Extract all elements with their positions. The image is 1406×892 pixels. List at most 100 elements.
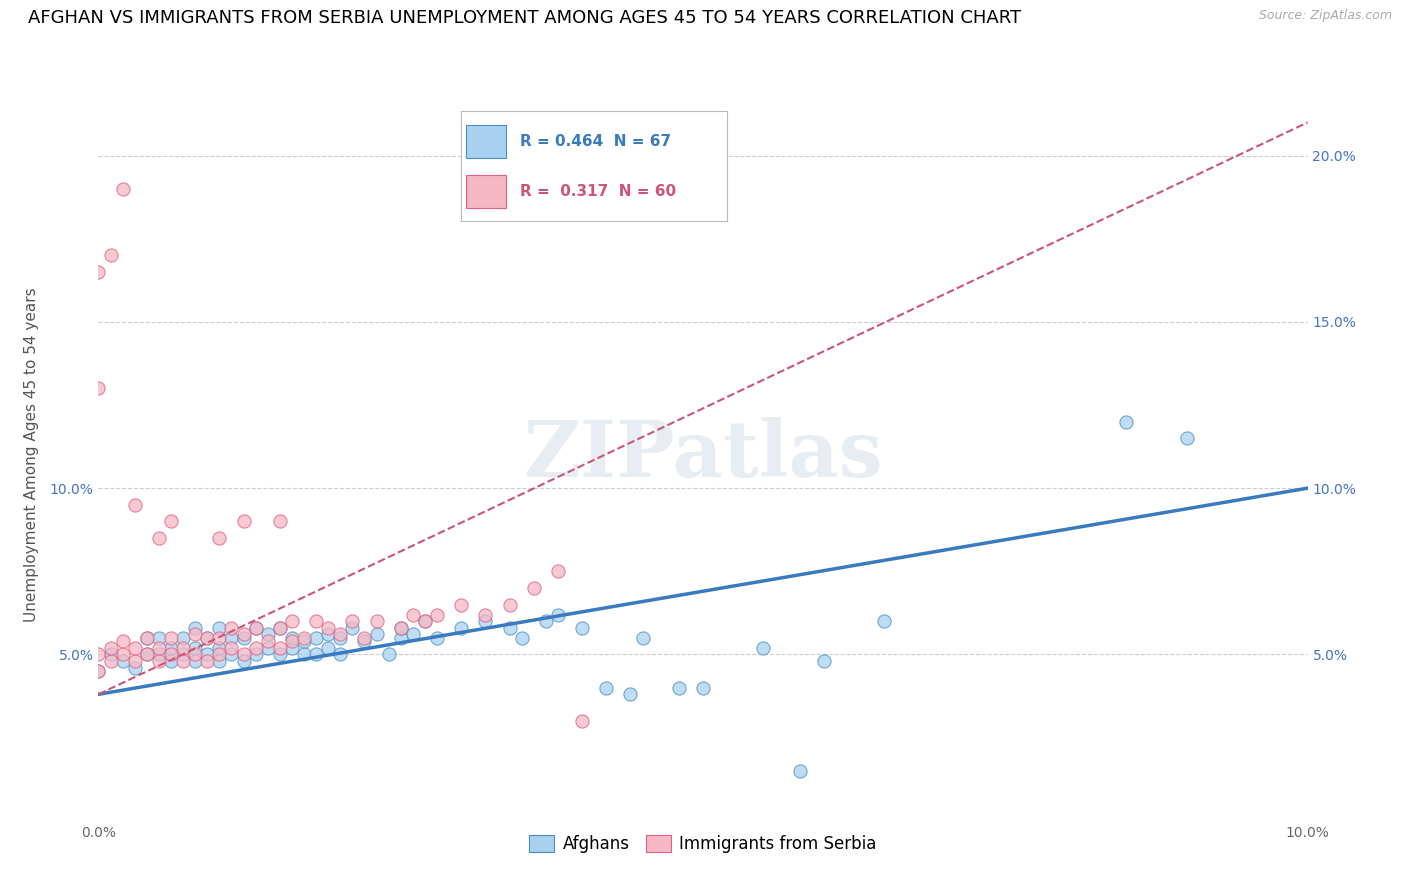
Point: [281, 631, 304, 645]
Point: [184, 627, 207, 641]
Point: [87, 648, 110, 662]
Point: [292, 631, 315, 645]
Point: [232, 627, 254, 641]
Point: [148, 640, 170, 655]
Point: [111, 654, 134, 668]
Point: [135, 631, 157, 645]
Point: [232, 654, 254, 668]
Point: [184, 640, 207, 655]
Point: [160, 631, 183, 645]
Point: [316, 627, 339, 641]
Point: [100, 248, 122, 262]
Y-axis label: Unemployment Among Ages 45 to 54 years: Unemployment Among Ages 45 to 54 years: [24, 287, 38, 623]
Point: [256, 627, 278, 641]
Point: [160, 654, 183, 668]
Point: [342, 621, 364, 635]
Point: [208, 648, 231, 662]
Point: [184, 654, 207, 668]
Point: [413, 614, 436, 628]
Point: [172, 654, 194, 668]
Point: [124, 654, 146, 668]
Point: [245, 640, 267, 655]
Point: [353, 631, 375, 645]
Point: [619, 687, 641, 701]
Point: [329, 631, 352, 645]
Point: [195, 654, 218, 668]
Point: [329, 627, 352, 641]
Point: [366, 614, 388, 628]
Point: [269, 640, 291, 655]
Point: [305, 648, 328, 662]
Point: [547, 564, 569, 578]
Point: [571, 714, 593, 728]
Point: [752, 640, 775, 655]
Point: [316, 640, 339, 655]
Point: [389, 631, 412, 645]
Point: [148, 631, 170, 645]
Point: [256, 634, 278, 648]
Point: [474, 614, 496, 628]
Point: [450, 598, 472, 612]
Point: [342, 614, 364, 628]
Point: [111, 634, 134, 648]
Point: [100, 648, 122, 662]
Point: [221, 631, 243, 645]
Point: [256, 640, 278, 655]
Point: [281, 634, 304, 648]
Point: [232, 631, 254, 645]
Point: [668, 681, 690, 695]
Point: [111, 182, 134, 196]
Point: [281, 614, 304, 628]
Point: [329, 648, 352, 662]
Point: [269, 515, 291, 529]
Point: [498, 598, 520, 612]
Point: [366, 627, 388, 641]
Point: [1175, 431, 1198, 445]
Point: [232, 515, 254, 529]
Point: [135, 631, 157, 645]
Point: [172, 631, 194, 645]
Point: [595, 681, 617, 695]
Point: [813, 654, 835, 668]
Point: [100, 640, 122, 655]
Point: [474, 607, 496, 622]
Point: [789, 764, 811, 778]
Point: [221, 621, 243, 635]
Point: [232, 648, 254, 662]
Point: [221, 640, 243, 655]
Point: [184, 648, 207, 662]
Point: [160, 640, 183, 655]
Point: [269, 621, 291, 635]
Text: Source: ZipAtlas.com: Source: ZipAtlas.com: [1258, 9, 1392, 22]
Point: [523, 581, 546, 595]
Point: [87, 664, 110, 678]
Point: [534, 614, 557, 628]
Point: [148, 531, 170, 545]
Point: [269, 621, 291, 635]
Text: AFGHAN VS IMMIGRANTS FROM SERBIA UNEMPLOYMENT AMONG AGES 45 TO 54 YEARS CORRELAT: AFGHAN VS IMMIGRANTS FROM SERBIA UNEMPLO…: [28, 9, 1021, 27]
Point: [426, 631, 449, 645]
Point: [402, 607, 425, 622]
Point: [111, 648, 134, 662]
Point: [124, 661, 146, 675]
Point: [87, 381, 110, 395]
Point: [87, 265, 110, 279]
Point: [571, 621, 593, 635]
Point: [316, 621, 339, 635]
Point: [221, 648, 243, 662]
Point: [377, 648, 399, 662]
Point: [208, 631, 231, 645]
Point: [195, 631, 218, 645]
Point: [1115, 415, 1137, 429]
Point: [292, 634, 315, 648]
Point: [208, 640, 231, 655]
Point: [172, 640, 194, 655]
Point: [281, 640, 304, 655]
Point: [148, 648, 170, 662]
Point: [389, 621, 412, 635]
Point: [692, 681, 714, 695]
Point: [124, 640, 146, 655]
Point: [160, 515, 183, 529]
Point: [305, 614, 328, 628]
Legend: Afghans, Immigrants from Serbia: Afghans, Immigrants from Serbia: [523, 829, 883, 860]
